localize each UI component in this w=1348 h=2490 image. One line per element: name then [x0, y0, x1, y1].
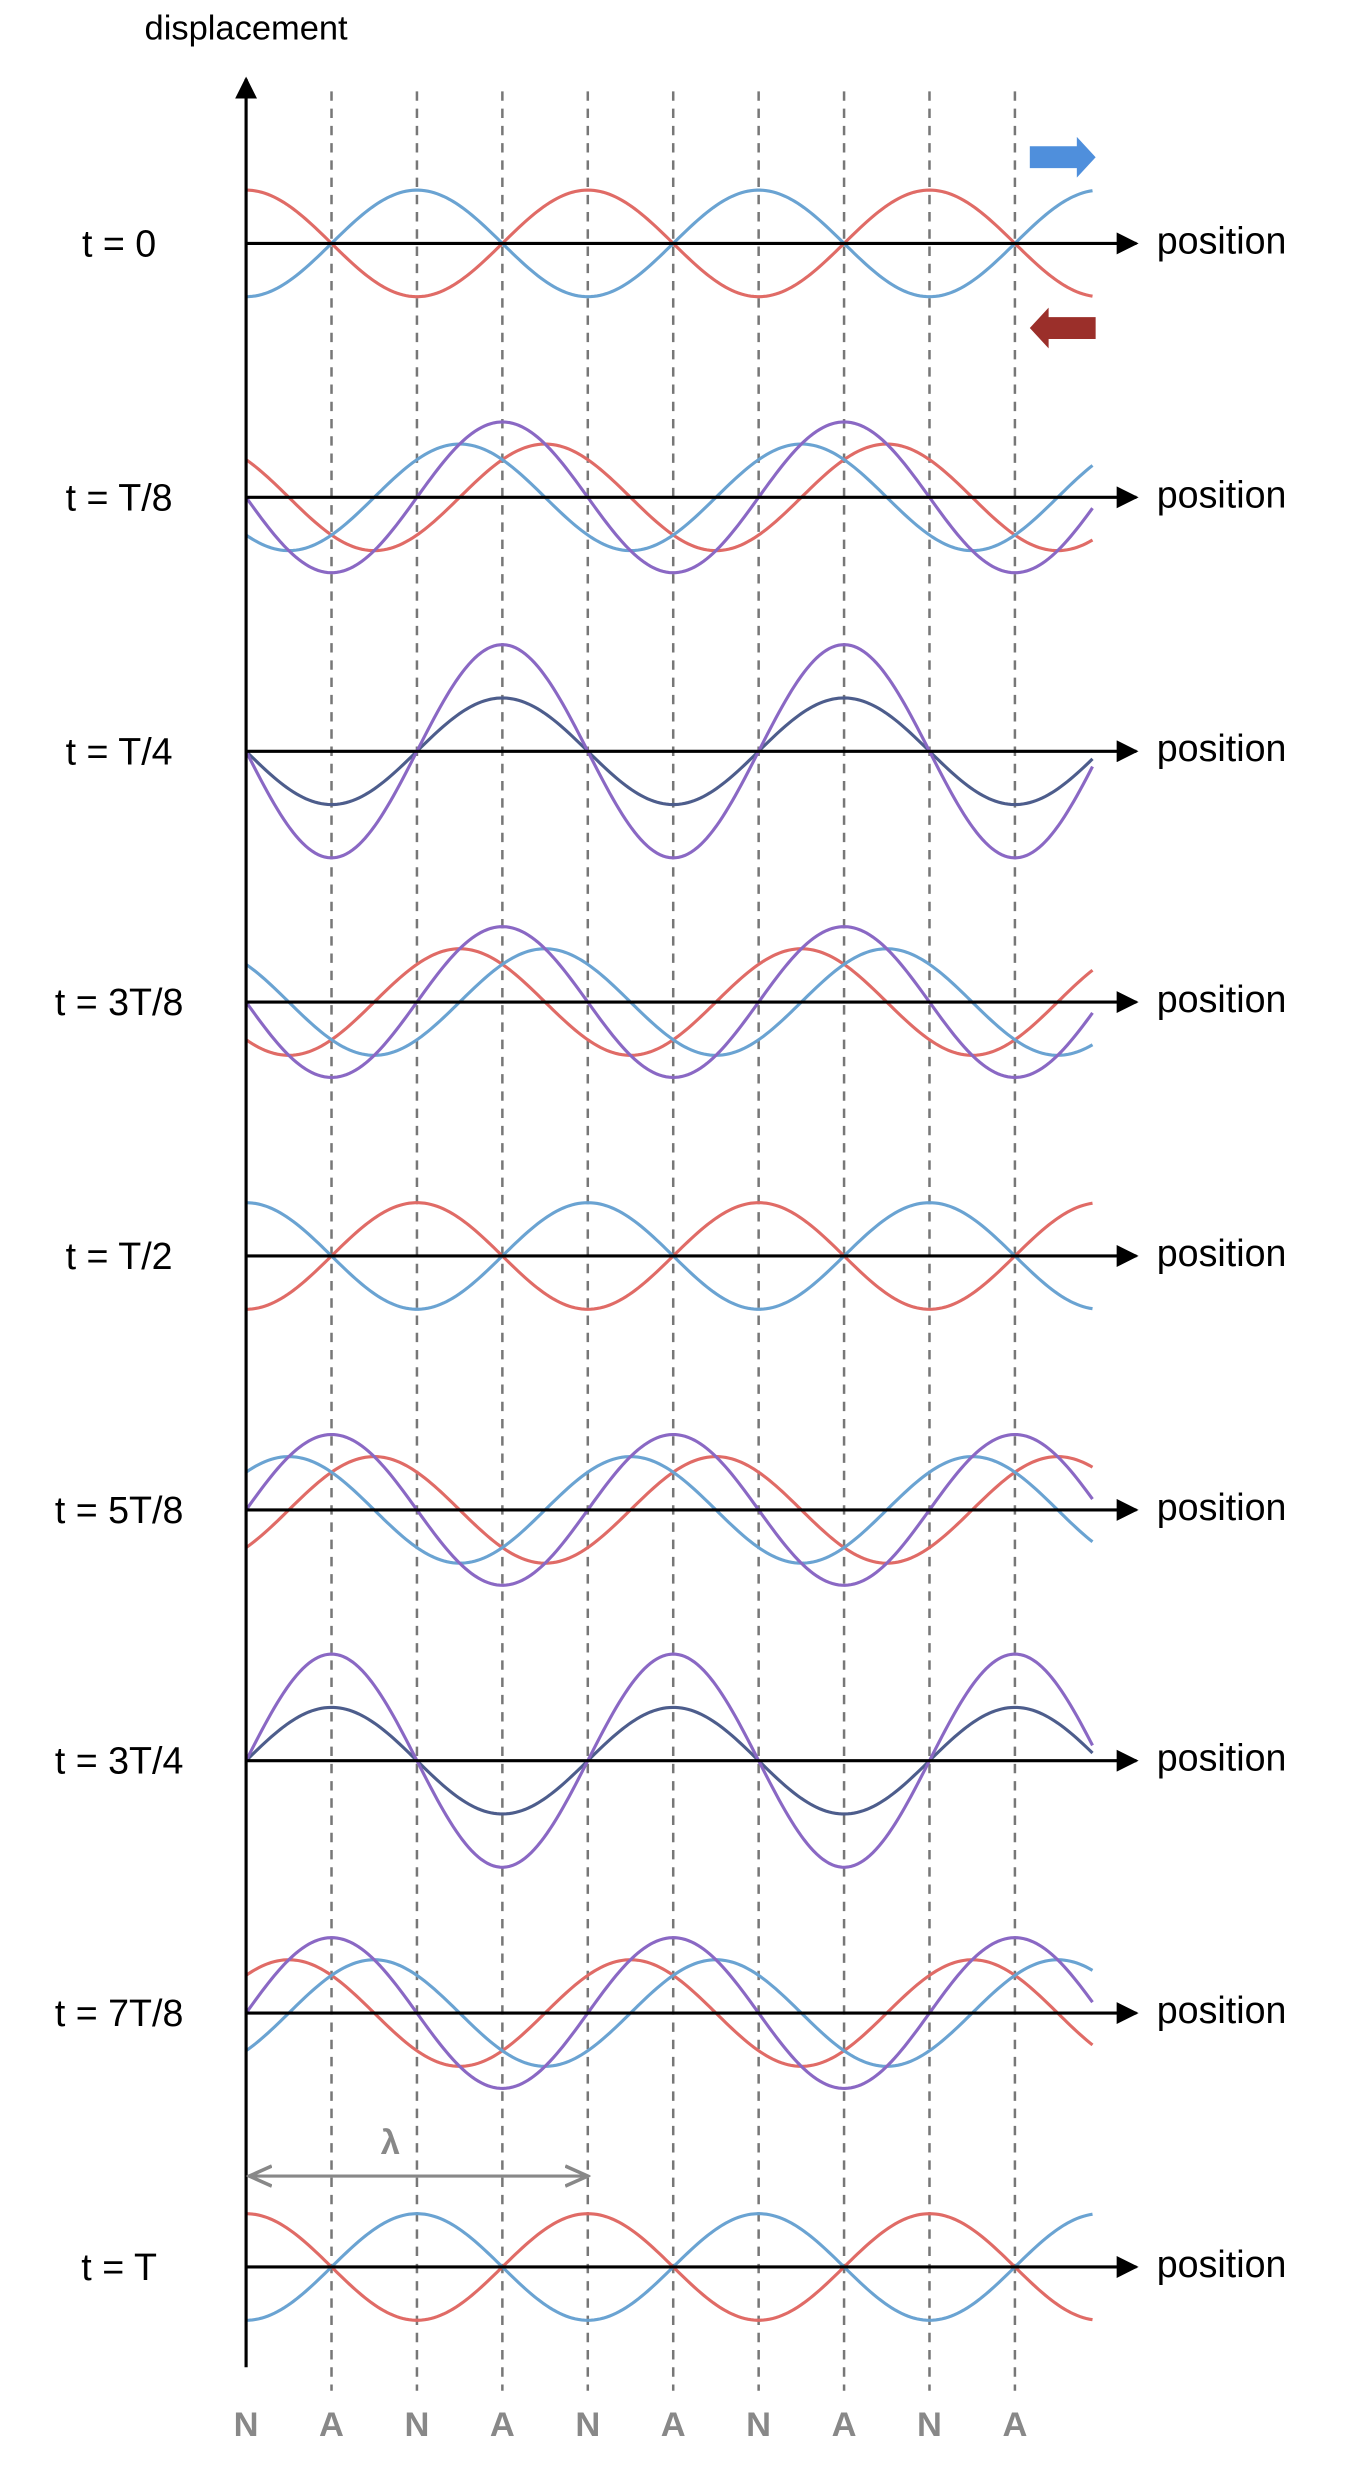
rightward-wave	[245, 442, 1094, 553]
time-label: t = 3T/8	[55, 981, 184, 1023]
node-label: N	[917, 2406, 942, 2444]
node-label: A	[490, 2406, 515, 2444]
node-label: N	[234, 2406, 259, 2444]
node-guides	[330, 91, 1017, 2391]
position-label: position	[1157, 219, 1287, 261]
position-label: position	[1157, 978, 1287, 1020]
leftward-wave	[245, 1958, 1094, 2068]
standing-wave	[244, 925, 1094, 1079]
wavelength-label: λ	[381, 2124, 400, 2162]
node-label: N	[746, 2406, 771, 2444]
standing-wave	[244, 643, 1094, 860]
waves	[244, 188, 1094, 2322]
position-label: position	[1157, 1737, 1287, 1779]
rightward-wave	[245, 1958, 1094, 2068]
time-label: t = T	[81, 2246, 157, 2288]
node-label: A	[1002, 2406, 1027, 2444]
overlapping-waves	[244, 1705, 1094, 1816]
standing-wave	[244, 1652, 1094, 1869]
position-label: position	[1157, 1989, 1287, 2031]
node-label: A	[661, 2406, 686, 2444]
time-label: t = 5T/8	[55, 1489, 184, 1531]
standing-wave	[244, 420, 1094, 575]
time-label: t = 3T/4	[55, 1740, 184, 1782]
leftward-wave	[246, 188, 1093, 299]
leftward-wave	[245, 442, 1094, 553]
position-label: position	[1157, 1486, 1287, 1528]
position-label: position	[1157, 2243, 1287, 2285]
time-label: t = T/8	[66, 476, 173, 518]
rightward-wave	[246, 1201, 1093, 1311]
rightward-wave	[246, 2212, 1093, 2322]
time-label: t = T/4	[66, 730, 173, 772]
time-label: t = T/2	[66, 1235, 173, 1277]
overlapping-waves	[244, 696, 1094, 807]
axes	[246, 232, 1139, 2278]
position-label: position	[1157, 473, 1287, 515]
leftward-wave	[246, 2212, 1093, 2322]
y-axis-label: displacement	[145, 9, 349, 47]
standing-wave	[244, 1432, 1094, 1587]
node-label: N	[575, 2406, 600, 2444]
rightward-wave	[245, 1455, 1094, 1565]
leftward-wave-arrow	[1029, 307, 1096, 349]
time-label: t = 0	[82, 222, 156, 264]
leftward-wave	[245, 1455, 1094, 1565]
time-label: t = 7T/8	[55, 1992, 184, 2034]
position-label: position	[1157, 727, 1287, 769]
rightward-wave	[246, 188, 1093, 299]
node-label: A	[832, 2406, 857, 2444]
leftward-wave	[245, 947, 1094, 1057]
standing-wave	[244, 1936, 1094, 2090]
position-label: position	[1157, 1232, 1287, 1274]
node-label: A	[319, 2406, 344, 2444]
node-label: N	[404, 2406, 429, 2444]
rightward-wave-arrow	[1029, 136, 1096, 178]
rightward-wave	[245, 947, 1094, 1057]
leftward-wave	[246, 1201, 1093, 1311]
